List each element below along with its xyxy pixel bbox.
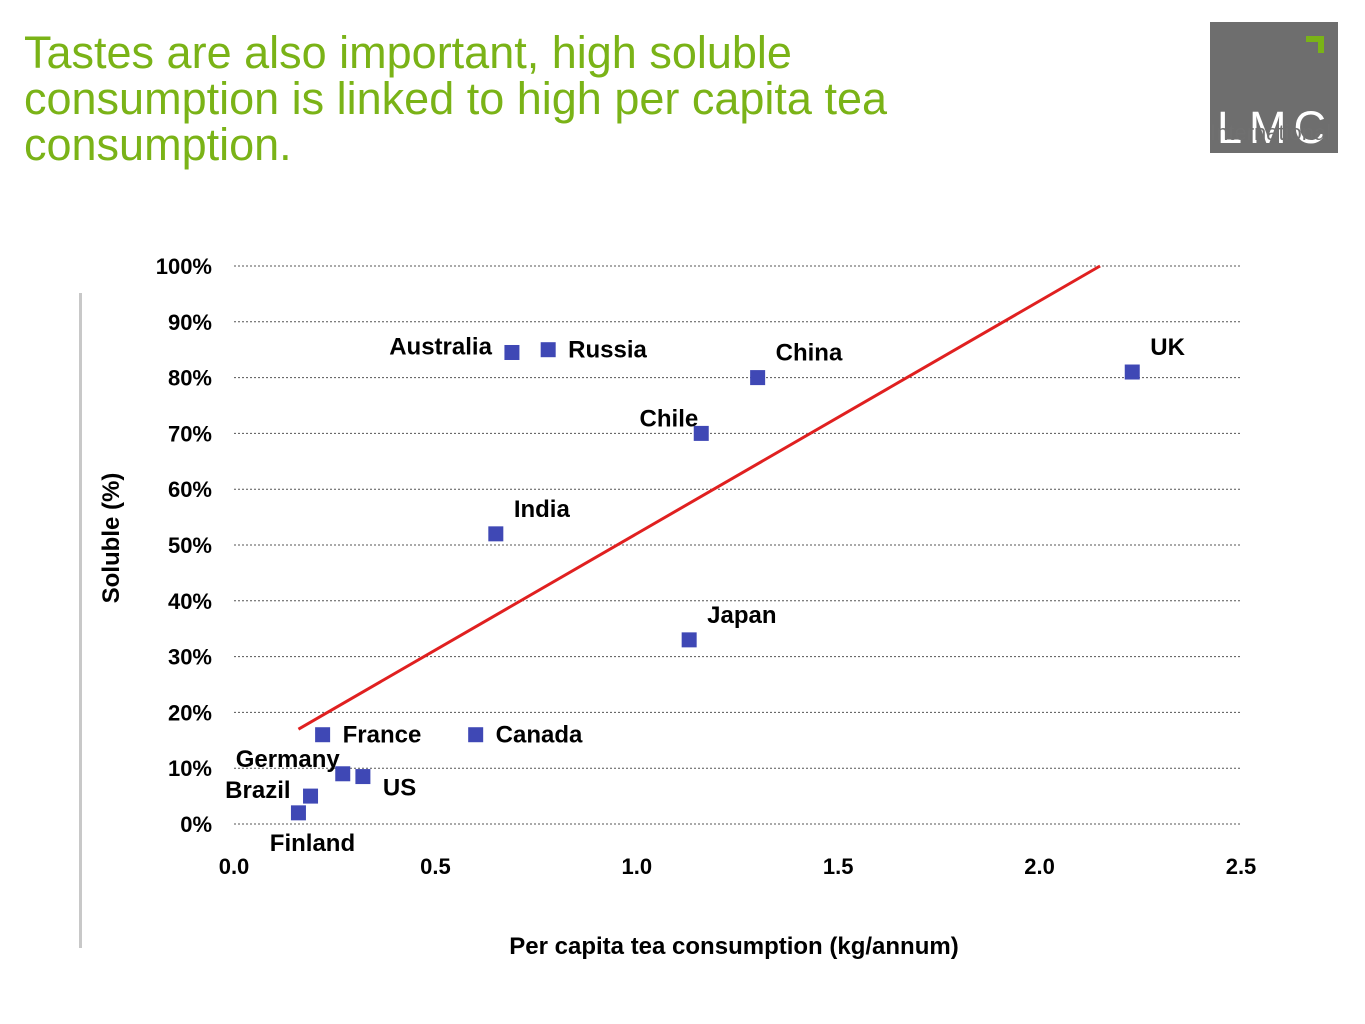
y-tick-label: 40% [168,589,212,614]
data-point [681,632,697,648]
data-point [504,344,520,360]
logo-corner-icon [1306,36,1324,53]
y-tick-label: 30% [168,645,212,670]
point-label: India [514,496,571,523]
x-tick-label: 0.0 [219,854,250,879]
y-tick-label: 100% [156,254,212,279]
y-tick-label: 0% [180,812,212,837]
y-axis-title: Soluble (%) [98,473,125,604]
point-label: Canada [496,722,583,749]
y-tick-label: 60% [168,477,212,502]
data-point [315,727,331,743]
x-tick-label: 0.5 [420,854,451,879]
y-tick-label: 10% [168,756,212,781]
point-label: UK [1150,334,1185,361]
x-tick-label: 2.0 [1024,854,1055,879]
logo-text: LMC [1217,102,1333,153]
data-point [355,769,371,785]
point-label: France [343,722,422,749]
slide-title: Tastes are also important, high soluble … [24,27,888,170]
lmc-logo-mark: LMC [1210,22,1338,153]
point-label: Finland [270,830,355,857]
point-label: Australia [389,333,492,360]
x-tick-label: 2.5 [1226,854,1257,879]
tick-labels: 0% 10% 20% 30% 40% 50% 60% 70% 80% 90% 100% 0.0 0.5 1… [156,254,1257,879]
y-tick-label: 90% [168,310,212,335]
point-label: Germany [236,746,341,773]
data-point [468,727,484,743]
point-label: Japan [707,602,776,629]
y-tick-label: 80% [168,366,212,391]
data-point [1124,364,1140,380]
y-tick-label: 70% [168,421,212,446]
logo-box [1210,22,1338,153]
y-tick-label: 20% [168,700,212,725]
data-point [303,788,319,804]
lmc-logo: LMC International [1210,22,1338,153]
point-label: Chile [640,405,699,432]
logo-subtitle: International [1210,120,1332,145]
trendline-layer [297,264,1101,731]
point-label: Brazil [225,777,290,804]
point-label: US [383,775,416,802]
data-points [290,342,1140,821]
point-labels: Australia Russia China UK Chile India Japan Fra… [225,333,1185,856]
point-label: Russia [568,337,647,364]
x-tick-label: 1.0 [622,854,653,879]
data-point [693,425,709,441]
data-point [750,370,766,386]
y-tick-label: 50% [168,533,212,558]
data-point [540,342,556,358]
data-point [335,766,351,782]
data-point [290,805,306,821]
x-axis-title: Per capita tea consumption (kg/annum) [509,933,958,960]
point-label: China [776,340,843,367]
data-point [488,526,504,542]
x-tick-label: 1.5 [823,854,854,879]
left-divider [79,293,82,948]
trendline [297,264,1101,731]
